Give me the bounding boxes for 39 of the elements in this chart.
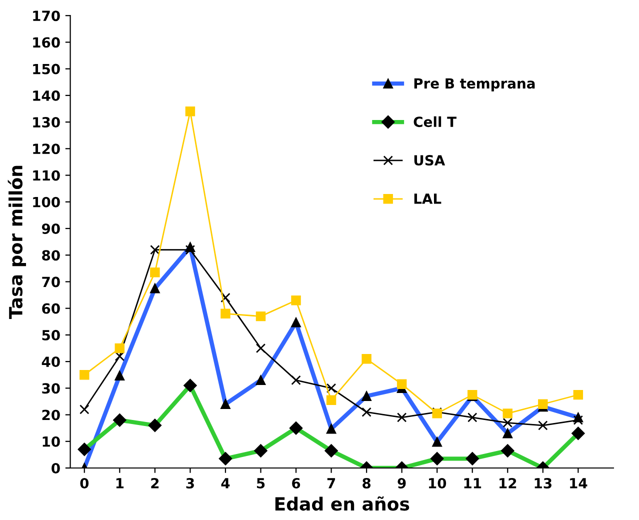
y-tick-label: 40 xyxy=(42,356,60,368)
x-tick-label: 10 xyxy=(428,478,446,488)
x-tick-label: 8 xyxy=(362,478,371,488)
x-tick-label: 1 xyxy=(116,478,124,488)
legend-label: LAL xyxy=(414,194,442,204)
y-tick-label: 170 xyxy=(33,10,60,22)
y-tick-label: 20 xyxy=(42,410,60,420)
x-tick-label: 3 xyxy=(186,478,194,488)
x-tick-label: 6 xyxy=(292,478,300,488)
y-tick-label: 70 xyxy=(42,276,60,288)
y-tick-label: 30 xyxy=(42,383,60,394)
x-tick-label: 12 xyxy=(500,478,516,488)
x-tick-label: 4 xyxy=(221,478,230,488)
legend-label: Pre B temprana xyxy=(414,78,535,92)
y-tick-label: 50 xyxy=(42,330,60,340)
y-axis-title: Tasa por millón xyxy=(8,166,26,319)
y-tick-label: 110 xyxy=(33,170,60,181)
y-tick-label: 10 xyxy=(42,436,60,447)
x-tick-label: 5 xyxy=(256,478,265,488)
x-tick-label: 13 xyxy=(534,478,552,488)
y-tick-label: 90 xyxy=(42,223,60,234)
y-tick-label: 60 xyxy=(42,303,60,314)
y-tick-label: 100 xyxy=(33,196,60,208)
y-tick-label: 120 xyxy=(33,144,60,154)
x-tick-label: 2 xyxy=(151,478,159,488)
y-tick-label: 160 xyxy=(33,37,60,48)
x-tick-label: 0 xyxy=(80,478,89,488)
x-tick-label: 14 xyxy=(570,478,588,488)
legend-label: Cell T xyxy=(414,116,456,128)
x-tick-label: 9 xyxy=(398,478,406,488)
legend-label: USA xyxy=(414,155,446,166)
y-tick-label: 140 xyxy=(33,90,60,101)
y-tick-label: 0 xyxy=(52,462,60,474)
y-tick-label: 80 xyxy=(42,250,60,261)
y-tick-label: 130 xyxy=(33,117,60,128)
y-tick-label: 150 xyxy=(33,64,60,74)
x-tick-label: 11 xyxy=(464,478,482,488)
x-tick-label: 7 xyxy=(327,478,336,488)
x-axis-title: Edad en años xyxy=(275,496,410,511)
